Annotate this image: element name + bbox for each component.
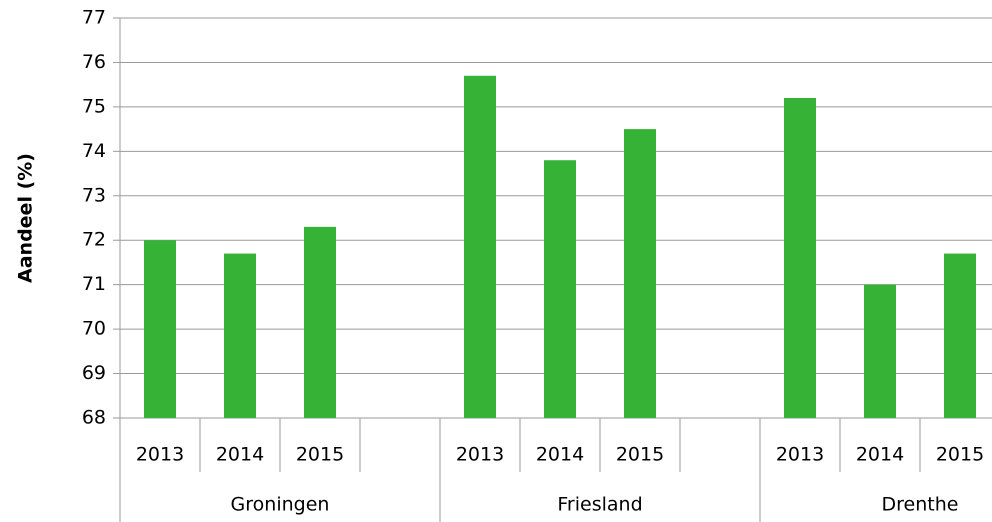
group-label: Drenthe [882,494,959,516]
x-tick-label: 2013 [136,444,184,466]
bar [464,75,496,419]
x-tick-label: 2015 [936,444,984,466]
y-tick-label: 77 [82,7,106,29]
y-tick-label: 74 [82,140,106,162]
x-tick-label: 2014 [216,444,264,466]
y-tick-label: 70 [82,318,106,340]
y-tick-label: 71 [82,273,106,295]
group-label: Friesland [557,494,642,516]
y-axis-label: Aandeel (%) [15,153,37,283]
bar [624,129,656,418]
y-tick-label: 76 [82,51,106,73]
x-tick-label: 2014 [536,444,584,466]
bar [144,240,176,418]
bar [864,284,896,418]
x-tick-label: 2013 [456,444,504,466]
y-tick-label: 73 [82,184,106,206]
bar [944,253,976,418]
bar [304,226,336,418]
x-tick-label: 2013 [776,444,824,466]
y-tick-label: 69 [82,362,106,384]
y-tick-label: 72 [82,229,106,251]
y-tick-label: 68 [82,407,106,429]
bar [784,98,816,418]
bar [224,253,256,418]
x-tick-label: 2015 [616,444,664,466]
y-tick-label: 75 [82,95,106,117]
x-tick-label: 2015 [296,444,344,466]
bar [544,160,576,418]
group-label: Groningen [231,494,330,516]
x-tick-label: 2014 [856,444,904,466]
